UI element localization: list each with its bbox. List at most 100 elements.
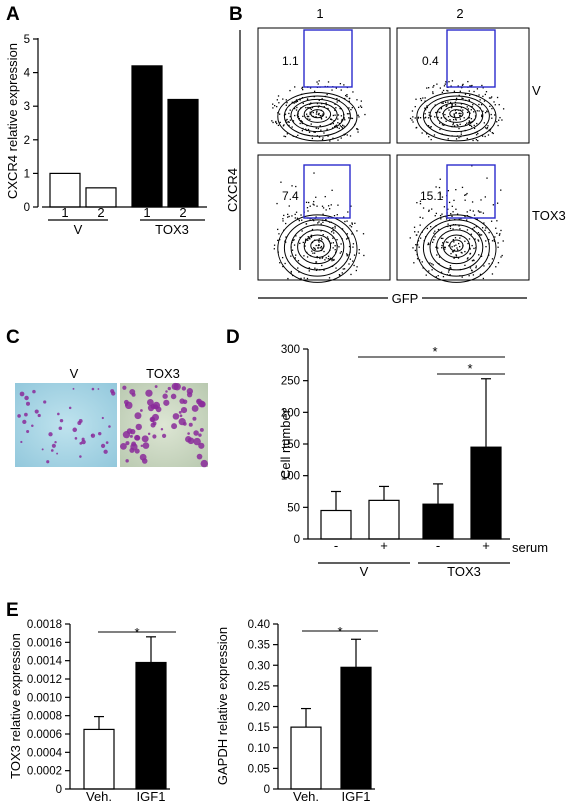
b-event-dot bbox=[447, 271, 450, 273]
b-event-dot bbox=[471, 201, 474, 203]
b-event-dot bbox=[419, 224, 421, 226]
b-event-dot bbox=[492, 204, 495, 206]
b-event-dot bbox=[283, 124, 285, 126]
b-event-dot bbox=[301, 122, 303, 125]
b-event-dot bbox=[414, 105, 416, 108]
b-contour-ring bbox=[449, 109, 464, 119]
a-bar bbox=[49, 172, 81, 208]
b-event-dot bbox=[445, 241, 448, 243]
b-event-dot bbox=[477, 232, 480, 234]
b-event-dot bbox=[315, 216, 317, 218]
b-event-dot bbox=[320, 117, 322, 119]
c-stained-cell bbox=[72, 427, 78, 433]
b-event-dot bbox=[321, 205, 324, 207]
b-event-dot bbox=[501, 119, 503, 121]
c-stained-cell bbox=[57, 412, 60, 416]
b-event-dot bbox=[306, 207, 309, 209]
b-event-dot bbox=[284, 135, 287, 138]
b-event-dot bbox=[327, 238, 329, 240]
b-event-dot bbox=[435, 246, 437, 248]
b-event-dot bbox=[459, 245, 461, 248]
b-event-dot bbox=[332, 127, 334, 129]
b-event-dot bbox=[464, 93, 467, 95]
c-stained-cell bbox=[122, 385, 127, 390]
b-event-dot bbox=[331, 189, 333, 191]
b-event-dot bbox=[446, 89, 448, 92]
b-event-dot bbox=[327, 81, 330, 83]
b-event-dot bbox=[434, 230, 436, 232]
b-event-dot bbox=[336, 239, 338, 241]
c-stained-cell bbox=[140, 444, 144, 448]
b-event-dot bbox=[305, 113, 308, 115]
b-event-dot bbox=[439, 193, 441, 195]
b-event-dot bbox=[439, 214, 442, 217]
b-event-dot bbox=[282, 218, 284, 220]
b-event-dot bbox=[467, 242, 469, 245]
b-event-dot bbox=[329, 140, 331, 142]
b-gate-box bbox=[303, 29, 353, 88]
b-event-dot bbox=[352, 246, 354, 248]
b-event-dot bbox=[339, 252, 341, 254]
c-stained-cell bbox=[37, 413, 41, 418]
b-event-dot bbox=[453, 245, 456, 247]
b-event-dot bbox=[481, 227, 484, 229]
b-event-dot bbox=[476, 122, 478, 125]
b-event-dot bbox=[278, 113, 281, 115]
b-event-dot bbox=[298, 117, 301, 120]
b-event-dot bbox=[444, 113, 446, 116]
b-event-dot bbox=[443, 206, 446, 208]
b-event-dot bbox=[471, 105, 473, 108]
b-row-label-v: V bbox=[532, 83, 541, 98]
b-event-dot bbox=[453, 114, 455, 116]
b-event-dot bbox=[462, 97, 464, 100]
b-event-dot bbox=[308, 267, 310, 269]
c-stained-cell bbox=[78, 419, 83, 423]
b-event-dot bbox=[498, 104, 500, 106]
b-event-dot bbox=[335, 107, 337, 109]
b-gate-box bbox=[446, 29, 496, 88]
b-event-dot bbox=[351, 222, 353, 224]
b-event-dot bbox=[454, 101, 456, 103]
b-event-dot bbox=[495, 266, 497, 268]
c-stained-cell bbox=[187, 437, 195, 445]
b-event-dot bbox=[344, 97, 346, 100]
c-stained-cell bbox=[196, 453, 203, 460]
b-event-dot bbox=[441, 247, 443, 249]
b-event-dot bbox=[282, 98, 284, 100]
c-stained-cell bbox=[129, 447, 135, 453]
c-stained-cell bbox=[58, 426, 63, 430]
b-event-dot bbox=[356, 230, 358, 232]
e2-y-tick-label: 0.30 bbox=[248, 660, 270, 672]
c-stained-cell bbox=[22, 419, 27, 425]
b-contour-ring bbox=[310, 109, 325, 119]
b-event-dot bbox=[412, 116, 414, 118]
b-event-dot bbox=[465, 194, 467, 196]
b-event-dot bbox=[326, 93, 328, 96]
b-event-dot bbox=[458, 127, 460, 130]
b-event-dot bbox=[294, 86, 296, 88]
b-event-dot bbox=[459, 228, 461, 230]
b-event-dot bbox=[289, 89, 291, 92]
b-event-dot bbox=[295, 254, 297, 256]
b-event-dot bbox=[420, 99, 423, 102]
b-event-dot bbox=[440, 108, 443, 110]
b-event-dot bbox=[425, 274, 427, 276]
b-event-dot bbox=[299, 99, 301, 101]
b-event-dot bbox=[341, 118, 343, 121]
b-event-dot bbox=[457, 257, 460, 259]
b-event-dot bbox=[320, 245, 323, 248]
b-gate-percentage: 0.4 bbox=[422, 54, 439, 68]
b-event-dot bbox=[294, 257, 296, 259]
b-event-dot bbox=[469, 124, 471, 126]
b-event-dot bbox=[441, 102, 443, 104]
b-event-dot bbox=[315, 127, 317, 129]
b-event-dot bbox=[484, 229, 486, 231]
b-event-dot bbox=[460, 251, 462, 254]
b-event-dot bbox=[457, 85, 459, 87]
b-contour-ring bbox=[297, 102, 338, 128]
b-event-dot bbox=[490, 96, 493, 98]
b-event-dot bbox=[318, 99, 320, 101]
b-event-dot bbox=[438, 256, 441, 258]
b-event-dot bbox=[332, 237, 334, 239]
b-event-dot bbox=[466, 211, 468, 213]
